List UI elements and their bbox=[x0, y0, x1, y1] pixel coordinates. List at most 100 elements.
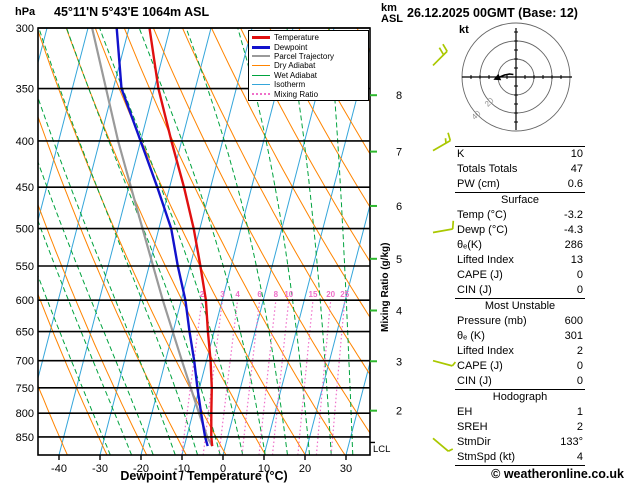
km-tick-label: 8 bbox=[396, 90, 402, 102]
dry-adiabat-line bbox=[182, 28, 370, 376]
isotherm-line bbox=[38, 28, 130, 381]
wet-adiabat-line bbox=[38, 28, 199, 455]
altitude-axis: 8 7 6 5 4 3 2 bbox=[370, 90, 402, 418]
km-tick-label: 2 bbox=[396, 406, 402, 418]
stat-label: PW (cm) bbox=[457, 178, 500, 190]
wind-barb bbox=[432, 359, 453, 367]
mixing-ratio-value-label: 2 bbox=[200, 290, 205, 299]
table-rule bbox=[455, 146, 585, 147]
mixing-ratio-line bbox=[258, 300, 277, 455]
km-tick-label: 3 bbox=[396, 356, 402, 368]
pressure-tick-label: 400 bbox=[16, 136, 34, 148]
dry-adiabat-line bbox=[38, 115, 187, 455]
legend-item: Mixing Ratio bbox=[252, 89, 368, 99]
isotherm-line bbox=[38, 28, 89, 223]
wet-adiabat-line bbox=[38, 219, 133, 455]
stat-value: 133° bbox=[560, 436, 583, 448]
stat-row: Totals Totals 47 bbox=[455, 162, 585, 177]
legend-line-sample bbox=[252, 45, 270, 49]
isotherm-line bbox=[345, 360, 370, 455]
stat-row: EH 1 bbox=[455, 405, 585, 420]
isotherm-line bbox=[304, 203, 370, 455]
stat-row: SREH 2 bbox=[455, 420, 585, 435]
stat-label: StmSpd (kt) bbox=[457, 451, 516, 463]
stat-value: 0 bbox=[576, 375, 583, 387]
isotherm-line bbox=[58, 28, 171, 455]
wet-adiabat-line bbox=[38, 96, 176, 455]
pressure-tick-label: 350 bbox=[16, 84, 34, 96]
temp-tick-label: -30 bbox=[92, 463, 108, 475]
stat-label: CAPE (J) bbox=[457, 269, 503, 281]
legend-item-label: Mixing Ratio bbox=[274, 89, 319, 99]
stat-value: 0.6 bbox=[567, 178, 583, 190]
stat-value: 600 bbox=[564, 315, 583, 327]
dry-adiabat-line bbox=[38, 203, 148, 455]
legend-item: Wet Adiabat bbox=[252, 71, 368, 80]
stat-value: 1 bbox=[576, 406, 583, 418]
mixing-ratio-line bbox=[181, 300, 203, 455]
stat-label: StmDir bbox=[457, 436, 491, 448]
stat-label: K bbox=[457, 148, 465, 160]
pressure-axis-unit: hPa bbox=[15, 6, 36, 18]
stat-label: Totals Totals bbox=[457, 163, 518, 175]
stat-row: K 10 bbox=[455, 147, 585, 162]
table-rule bbox=[455, 465, 585, 466]
wet-adiabat-line bbox=[185, 28, 288, 455]
stat-value: 10 bbox=[570, 148, 583, 160]
altitude-unit-km: km bbox=[381, 2, 397, 14]
wet-adiabat-line bbox=[138, 28, 266, 455]
lcl-label: LCL bbox=[373, 444, 391, 455]
mixing-ratio-line bbox=[271, 300, 290, 455]
legend-line-sample bbox=[252, 65, 270, 67]
mixing-ratio-value-label: 3 bbox=[220, 290, 225, 299]
stat-row: Temp (°C) -3.2 bbox=[455, 208, 585, 223]
legend-item: Isotherm bbox=[252, 80, 368, 89]
km-tick-label: 6 bbox=[396, 201, 402, 213]
mixing-ratio-line bbox=[330, 300, 346, 455]
mixing-ratio-line bbox=[297, 300, 314, 455]
stat-label: Dewp (°C) bbox=[457, 224, 508, 236]
legend-line-sample bbox=[252, 74, 270, 76]
dry-adiabat-line bbox=[269, 28, 370, 209]
dry-adiabat-line bbox=[211, 28, 370, 319]
stat-label: CIN (J) bbox=[457, 375, 492, 387]
stat-row: CIN (J) 0 bbox=[455, 374, 585, 389]
legend-line-sample bbox=[252, 93, 270, 96]
run-date-title: 26.12.2025 00GMT (Base: 12) bbox=[407, 6, 578, 20]
mixing-ratio-line bbox=[202, 300, 224, 455]
mixing-ratio-value-label: 20 bbox=[326, 290, 335, 299]
hodograph-ring-label: 40 bbox=[470, 109, 483, 122]
stat-value: 4 bbox=[576, 451, 583, 463]
legend-item-label: Isotherm bbox=[274, 80, 306, 90]
pressure-tick-label: 650 bbox=[16, 327, 34, 339]
wet-adiabat-line bbox=[38, 160, 154, 455]
stat-value: -4.3 bbox=[564, 224, 583, 236]
table-rule bbox=[455, 298, 585, 299]
pressure-tick-label: 850 bbox=[16, 432, 34, 444]
temp-tick-label: 0 bbox=[220, 463, 226, 475]
mixing-ratio-line bbox=[241, 300, 261, 455]
stat-row: PW (cm) 0.6 bbox=[455, 177, 585, 192]
stat-row: θₑ (K) 301 bbox=[455, 329, 585, 344]
legend-line-sample bbox=[252, 84, 270, 86]
stats-table: K 10 Totals Totals 47 PW (cm) 0.6 Surface Temp … bbox=[455, 146, 585, 466]
parcel-trajectory-curve bbox=[91, 28, 214, 447]
km-tick-label: 7 bbox=[396, 147, 402, 159]
isotherm-line bbox=[99, 28, 212, 455]
mixing-ratio-value-label: 6 bbox=[257, 290, 262, 299]
legend-line-sample bbox=[252, 55, 270, 58]
legend-item-label: Parcel Trajectory bbox=[274, 51, 335, 61]
table-rule bbox=[455, 192, 585, 193]
hodograph-trace bbox=[499, 73, 514, 78]
legend-item: Dry Adiabat bbox=[252, 61, 368, 70]
dry-adiabat-line bbox=[38, 292, 108, 455]
wind-barb bbox=[432, 50, 448, 67]
mixing-ratio-axis-label: Mixing Ratio (g/kg) bbox=[380, 242, 391, 332]
legend-item-label: Dry Adiabat bbox=[274, 61, 316, 71]
stat-label: Temp (°C) bbox=[457, 209, 507, 221]
stat-value: -3.2 bbox=[564, 209, 583, 221]
dry-adiabat-line bbox=[240, 28, 370, 263]
temperature-axis-title: Dewpoint / Temperature (°C) bbox=[120, 469, 288, 483]
